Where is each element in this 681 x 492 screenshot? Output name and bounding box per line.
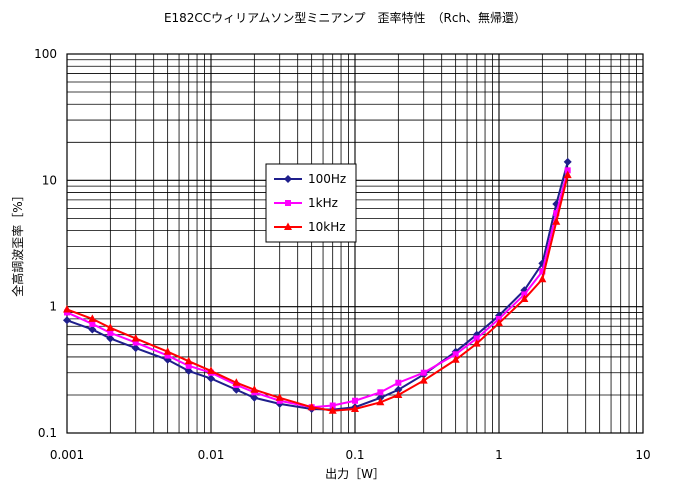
data-point — [107, 329, 114, 336]
data-point — [207, 366, 215, 374]
legend: 100Hz 1kHz 10kHz — [265, 163, 357, 243]
y-tick-label: 1 — [49, 300, 57, 314]
data-point — [131, 333, 140, 342]
legend-swatch-marker — [285, 200, 291, 206]
data-point — [275, 393, 284, 401]
data-point — [185, 362, 192, 369]
plot-frame — [66, 53, 644, 434]
y-tick-label: 10 — [42, 173, 57, 187]
data-point — [163, 347, 172, 355]
data-point — [329, 402, 336, 409]
legend-label: 1kHz — [308, 196, 338, 210]
data-point — [564, 167, 571, 174]
data-point — [451, 355, 460, 363]
data-point — [106, 323, 115, 331]
data-point — [394, 390, 403, 398]
data-point — [352, 397, 358, 404]
data-point — [520, 294, 529, 302]
data-point — [250, 385, 259, 393]
data-point — [495, 318, 503, 327]
x-tick-label: 0.01 — [198, 448, 225, 462]
data-point — [377, 389, 384, 396]
data-point — [351, 404, 359, 412]
data-point — [63, 304, 71, 313]
legend-swatch-marker — [284, 175, 292, 183]
data-point — [563, 170, 572, 179]
data-point — [164, 352, 171, 359]
data-point — [563, 157, 572, 166]
chart-title: E182CCウィリアムソン型ミニアンプ 歪率特性 （Rch、無帰還） — [164, 10, 526, 25]
data-point — [376, 397, 385, 406]
data-point — [207, 374, 215, 383]
series-10khz — [63, 170, 572, 414]
y-tick-labels: 0.1 1 10 100 — [34, 47, 57, 440]
data-point — [521, 291, 528, 298]
legend-label: 100Hz — [308, 172, 346, 186]
x-tick-label: 10 — [635, 448, 650, 462]
data-point — [184, 356, 193, 365]
data-point — [328, 406, 337, 414]
data-point — [419, 376, 428, 384]
data-point — [452, 351, 459, 358]
legend-label: 10kHz — [308, 220, 346, 234]
x-tick-label: 0.001 — [50, 448, 84, 462]
data-point — [250, 393, 259, 402]
data-point — [394, 385, 403, 394]
x-tick-labels: 0.001 0.01 0.1 1 10 — [50, 448, 651, 462]
grid-lines — [67, 54, 643, 433]
x-tick-label: 0.1 — [345, 448, 364, 462]
y-axis-label: 全高調波歪率［%］ — [10, 189, 25, 296]
data-point — [63, 316, 71, 325]
data-point — [376, 393, 385, 402]
data-point — [106, 334, 115, 343]
data-point — [473, 335, 480, 342]
data-point — [539, 268, 546, 275]
data-point — [472, 339, 481, 347]
data-point — [131, 344, 140, 353]
legend-swatch-marker — [284, 222, 292, 230]
data-point — [307, 402, 316, 411]
x-tick-label: 1 — [495, 448, 503, 462]
y-tick-label: 0.1 — [38, 426, 57, 440]
data-point — [88, 325, 97, 334]
data-point — [538, 274, 547, 283]
data-point — [132, 339, 139, 346]
data-point — [553, 210, 560, 217]
data-point — [184, 366, 193, 375]
series-layer — [63, 157, 572, 414]
y-tick-label: 100 — [34, 47, 57, 61]
data-point — [232, 378, 241, 386]
data-point — [420, 369, 427, 376]
data-point — [552, 217, 561, 225]
x-axis-label: 出力［W］ — [325, 467, 385, 481]
data-point — [89, 320, 96, 327]
data-point — [395, 379, 402, 386]
data-point — [88, 314, 97, 322]
